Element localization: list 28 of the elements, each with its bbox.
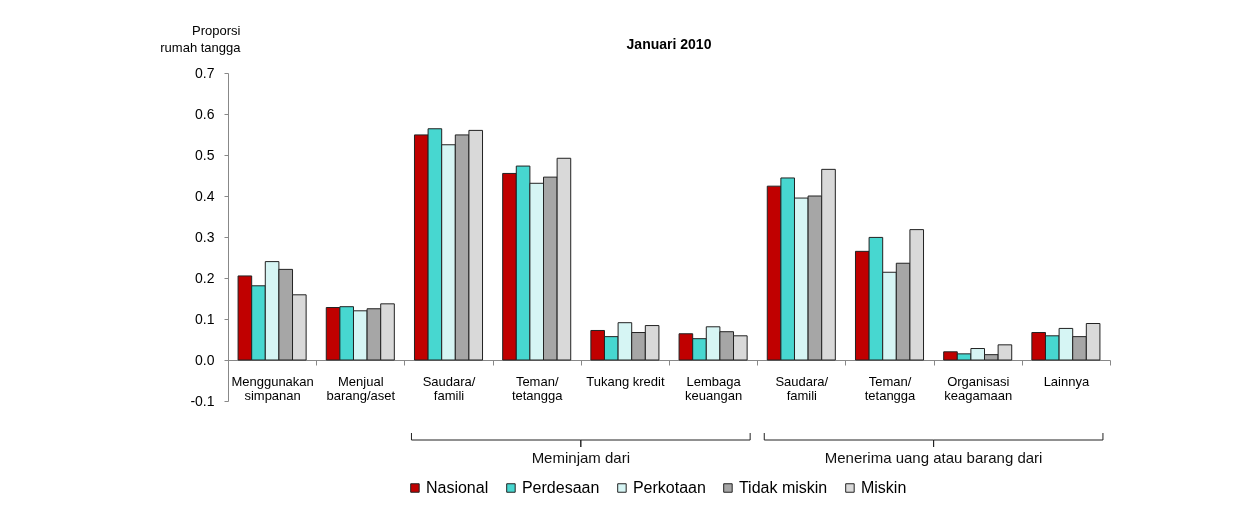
x-tick-label: Teman/ tetangga — [511, 373, 564, 403]
x-tick-label: Tukang kredit — [586, 373, 665, 389]
legend-label: Miskin — [860, 479, 907, 496]
x-tick-label: Lembaga keuangan — [685, 373, 743, 403]
x-tick-label: Menggunakan simpanan — [231, 373, 314, 403]
x-tick-label: Saudara/ famili — [775, 373, 829, 403]
y-tick-label: 0.5 — [195, 146, 215, 163]
chart-title: Januari 2010 — [626, 36, 712, 52]
x-tick-label: Teman/ tetangga — [864, 373, 917, 403]
y-tick-label: 0.1 — [195, 310, 215, 327]
y-axis-title: Proporsi rumah tangga — [160, 22, 242, 55]
legend-label: Perkotaan — [632, 479, 706, 496]
text: Menerima uang atau barang dari — [824, 449, 1043, 466]
y-tick-label: 0.6 — [195, 105, 215, 122]
y-tick-label: -0.1 — [190, 392, 215, 409]
x-tick-label: Menjual barang/aset — [326, 373, 396, 403]
y-tick-label: 0.0 — [195, 351, 215, 368]
legend-label: Nasional — [425, 479, 489, 496]
y-tick-label: 0.2 — [195, 269, 215, 286]
y-tick-label: 0.7 — [195, 64, 215, 81]
text: Meminjam dari — [531, 449, 630, 466]
x-tick-label: Organisasi keagamaan — [944, 373, 1013, 403]
legend-label: Tidak miskin — [738, 479, 828, 496]
y-tick-label: 0.3 — [195, 228, 215, 245]
x-tick-label: Lainnya — [1043, 373, 1090, 389]
legend-label: Perdesaan — [521, 479, 600, 496]
y-tick-label: 0.4 — [195, 187, 215, 204]
x-tick-label: Saudara/ famili — [422, 373, 476, 403]
